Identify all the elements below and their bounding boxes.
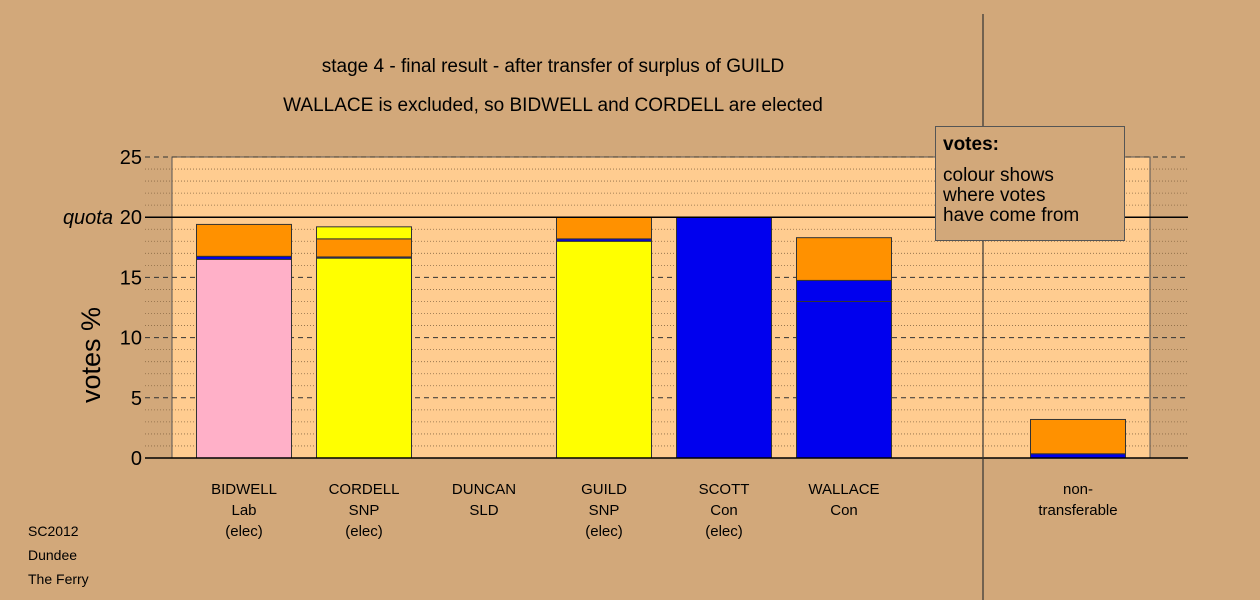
category-label: GUILD bbox=[581, 481, 627, 498]
chart-title: stage 4 - final result - after transfer … bbox=[322, 56, 785, 77]
category-label: CORDELL bbox=[329, 481, 400, 498]
chart-subtitle: WALLACE is excluded, so BIDWELL and CORD… bbox=[283, 95, 823, 116]
category-label: (elec) bbox=[345, 523, 383, 540]
y-tick-label: 15 bbox=[120, 267, 142, 289]
bar-segment bbox=[196, 223, 292, 257]
category-label: Con bbox=[710, 502, 738, 519]
category-label: SNP bbox=[349, 502, 380, 519]
y-tick-label: 10 bbox=[120, 328, 142, 350]
category-label: SCOTT bbox=[699, 481, 750, 498]
category-label: (elec) bbox=[225, 523, 263, 540]
legend-line: colour shows bbox=[943, 165, 1054, 186]
bar-segment bbox=[316, 257, 412, 459]
legend-line: where votes bbox=[943, 185, 1046, 206]
quota-label: quota bbox=[63, 207, 113, 229]
category-label: Con bbox=[830, 502, 858, 519]
legend-heading: votes: bbox=[943, 134, 999, 155]
legend-box: votes: colour shows where votes have com… bbox=[935, 126, 1125, 241]
category-label: transferable bbox=[1038, 502, 1117, 519]
y-tick-label: 5 bbox=[131, 388, 142, 410]
bar-segment bbox=[796, 300, 892, 459]
category-label: (elec) bbox=[705, 523, 743, 540]
legend-line: have come from bbox=[943, 205, 1080, 226]
y-axis-label: votes % bbox=[76, 307, 106, 403]
bar-segment bbox=[196, 258, 292, 459]
credit-council: Dundee bbox=[28, 547, 78, 563]
bars bbox=[196, 216, 1126, 459]
credit-year: SC2012 bbox=[28, 523, 79, 539]
bar-segment bbox=[316, 226, 412, 240]
category-label: WALLACE bbox=[808, 481, 879, 498]
nontransferable-bar-segment bbox=[1030, 418, 1126, 455]
bar-segment bbox=[316, 238, 412, 258]
category-label: BIDWELL bbox=[211, 481, 277, 498]
category-label: Lab bbox=[231, 502, 256, 519]
bar-segment bbox=[796, 279, 892, 302]
category-label: (elec) bbox=[585, 523, 623, 540]
category-label: non- bbox=[1063, 481, 1093, 498]
bar-segment bbox=[556, 216, 652, 240]
y-tick-label: 0 bbox=[131, 448, 142, 470]
y-tick-label: 20 bbox=[120, 207, 142, 229]
category-label: DUNCAN bbox=[452, 481, 516, 498]
category-label: SLD bbox=[469, 502, 498, 519]
bar-segment bbox=[796, 237, 892, 281]
category-label: SNP bbox=[589, 502, 620, 519]
bar-segment bbox=[676, 216, 772, 459]
credit-ward: The Ferry bbox=[28, 571, 89, 587]
y-tick-label: 25 bbox=[120, 147, 142, 169]
bar-segment bbox=[556, 240, 652, 459]
